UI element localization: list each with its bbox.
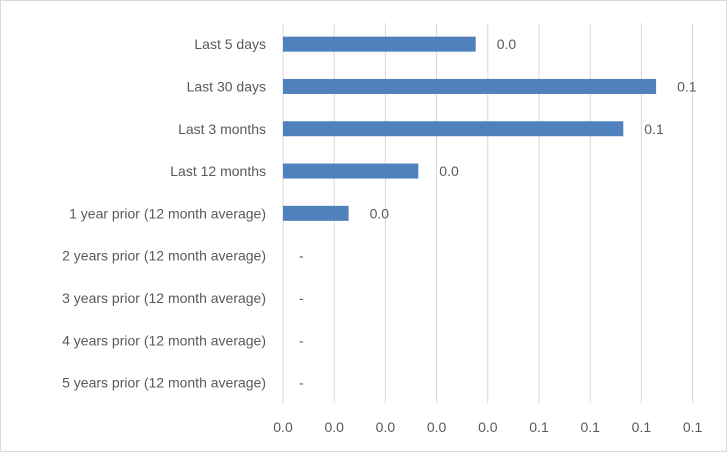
x-tick-label: 0.0 xyxy=(427,419,447,435)
y-category-label: 4 years prior (12 month average) xyxy=(62,332,266,348)
data-label: 0.1 xyxy=(677,78,697,94)
y-category-label: Last 12 months xyxy=(170,163,266,179)
bar xyxy=(283,78,657,94)
x-tick-label: 0.1 xyxy=(632,419,652,435)
bar xyxy=(283,36,476,52)
data-label: 0.0 xyxy=(370,205,390,221)
y-category-label: Last 3 months xyxy=(178,121,266,137)
x-tick-label: 0.1 xyxy=(580,419,600,435)
bar xyxy=(283,163,419,179)
y-category-label: 1 year prior (12 month average) xyxy=(69,205,266,221)
x-tick-label: 0.0 xyxy=(324,419,344,435)
y-category-label: 2 years prior (12 month average) xyxy=(62,248,266,264)
x-tick-label: 0.0 xyxy=(273,419,293,435)
data-label: 0.0 xyxy=(497,36,517,52)
bar xyxy=(283,121,624,137)
x-tick-label: 0.1 xyxy=(683,419,703,435)
data-label: 0.0 xyxy=(439,163,459,179)
y-category-label: 3 years prior (12 month average) xyxy=(62,290,266,306)
x-tick-label: 0.0 xyxy=(478,419,498,435)
bar xyxy=(283,205,349,221)
data-label: - xyxy=(299,290,304,306)
y-category-label: Last 30 days xyxy=(187,78,266,94)
data-label: - xyxy=(299,375,304,391)
y-category-label: Last 5 days xyxy=(194,36,266,52)
x-tick-label: 0.0 xyxy=(376,419,396,435)
data-label: 0.1 xyxy=(644,121,664,137)
data-label: - xyxy=(299,332,304,348)
data-label: - xyxy=(299,248,304,264)
x-tick-label: 0.1 xyxy=(529,419,549,435)
y-category-label: 5 years prior (12 month average) xyxy=(62,375,266,391)
